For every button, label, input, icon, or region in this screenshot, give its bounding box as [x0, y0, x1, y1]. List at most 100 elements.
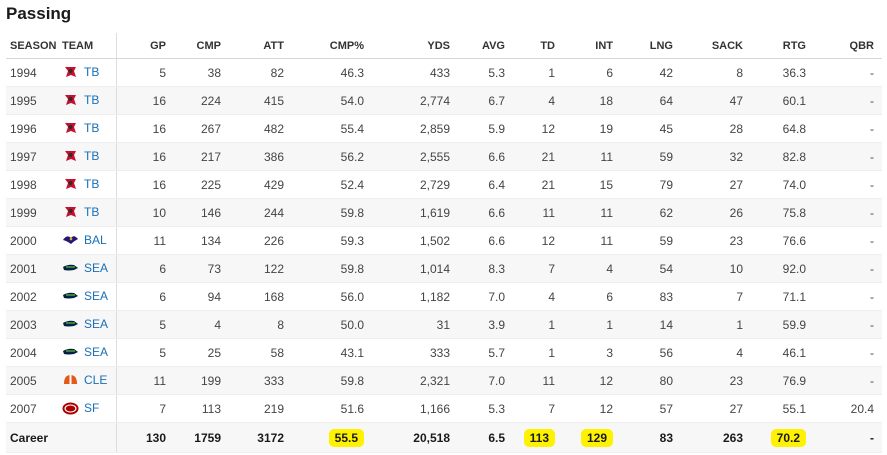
td-cell: 1: [513, 310, 563, 339]
yds-cell: 433: [372, 58, 458, 87]
team-link[interactable]: BAL: [84, 232, 107, 247]
career-qbr: -: [814, 422, 882, 453]
table-row: 1999 TB 10 146 244 59.8 1,619 6.6 11 11 62 26 75.8-: [6, 198, 882, 227]
team-cell[interactable]: SEA: [58, 338, 117, 367]
col-header-int[interactable]: INT: [563, 33, 621, 59]
sack-cell: 10: [681, 254, 751, 283]
team-link[interactable]: CLE: [84, 372, 108, 387]
team-link[interactable]: TB: [84, 92, 100, 107]
int-cell: 11: [563, 198, 621, 227]
team-cell[interactable]: TB: [58, 198, 117, 227]
qbr-cell: -: [814, 310, 882, 339]
td-cell: 11: [513, 198, 563, 227]
sack-cell: 26: [681, 198, 751, 227]
td-cell: 21: [513, 170, 563, 199]
att-cell: 482: [229, 114, 292, 143]
qbr-cell: -: [814, 338, 882, 367]
td-cell: 7: [513, 394, 563, 423]
lng-cell: 62: [621, 198, 681, 227]
table-row: 1997 TB 16 217 386 56.2 2,555 6.6 21 11 59 32 82.8-: [6, 142, 882, 171]
ravens-logo-icon: [62, 233, 79, 248]
col-header-qbr[interactable]: QBR: [814, 33, 882, 59]
avg-cell: 3.9: [458, 310, 513, 339]
gp-cell: 5: [116, 58, 174, 87]
team-link[interactable]: TB: [84, 120, 100, 135]
team-cell[interactable]: CLE: [58, 366, 117, 395]
season-cell: 2004: [6, 338, 58, 367]
team-cell[interactable]: TB: [58, 58, 117, 87]
buccaneers-logo-icon: [62, 149, 79, 164]
int-cell: 4: [563, 254, 621, 283]
team-cell[interactable]: TB: [58, 86, 117, 115]
sack-cell: 27: [681, 170, 751, 199]
int-cell: 6: [563, 282, 621, 311]
season-cell: 1999: [6, 198, 58, 227]
team-link[interactable]: TB: [84, 64, 100, 79]
team-cell[interactable]: SEA: [58, 282, 117, 311]
rtg-cell: 76.6: [751, 226, 814, 255]
career-avg: 6.5: [458, 422, 513, 453]
sack-cell: 8: [681, 58, 751, 87]
team-link[interactable]: SF: [84, 400, 100, 415]
avg-cell: 5.3: [458, 58, 513, 87]
col-header-gp[interactable]: GP: [116, 33, 174, 59]
team-link[interactable]: SEA: [84, 344, 109, 359]
team-cell[interactable]: BAL: [58, 226, 117, 255]
rtg-cell: 92.0: [751, 254, 814, 283]
sack-cell: 28: [681, 114, 751, 143]
team-cell[interactable]: TB: [58, 114, 117, 143]
season-cell: 1994: [6, 58, 58, 87]
team-cell[interactable]: SF: [58, 394, 117, 423]
team-link[interactable]: TB: [84, 176, 100, 191]
col-header-team[interactable]: TEAM: [58, 33, 117, 59]
td-cell: 7: [513, 254, 563, 283]
cmp-pct-cell: 59.3: [292, 226, 372, 255]
col-header-cmp-pct[interactable]: CMP%: [292, 33, 372, 59]
col-header-rtg[interactable]: RTG: [751, 33, 814, 59]
cmp-pct-cell: 51.6: [292, 394, 372, 423]
rtg-cell: 59.9: [751, 310, 814, 339]
int-cell: 1: [563, 310, 621, 339]
gp-cell: 11: [116, 226, 174, 255]
col-header-sack[interactable]: SACK: [681, 33, 751, 59]
col-header-td[interactable]: TD: [513, 33, 563, 59]
table-row: 1994 TB 5 38 82 46.3 433 5.3 1 6 42 8 36.3-: [6, 58, 882, 87]
qbr-cell: -: [814, 170, 882, 199]
rtg-cell: 75.8: [751, 198, 814, 227]
team-cell[interactable]: TB: [58, 142, 117, 171]
int-cell: 6: [563, 58, 621, 87]
col-header-att[interactable]: ATT: [229, 33, 292, 59]
team-link[interactable]: SEA: [84, 316, 109, 331]
rtg-cell: 82.8: [751, 142, 814, 171]
avg-cell: 5.7: [458, 338, 513, 367]
yds-cell: 1,014: [372, 254, 458, 283]
season-cell: 2003: [6, 310, 58, 339]
team-cell[interactable]: SEA: [58, 254, 117, 283]
team-cell[interactable]: TB: [58, 170, 117, 199]
avg-cell: 6.6: [458, 198, 513, 227]
rtg-cell: 74.0: [751, 170, 814, 199]
att-cell: 82: [229, 58, 292, 87]
team-link[interactable]: SEA: [84, 260, 109, 275]
col-header-season[interactable]: SEASON: [6, 33, 58, 59]
49ers-logo-icon: [62, 401, 79, 416]
career-int: 129: [580, 428, 613, 447]
col-header-cmp[interactable]: CMP: [174, 33, 229, 59]
lng-cell: 59: [621, 142, 681, 171]
team-link[interactable]: TB: [84, 148, 100, 163]
cmp-pct-cell: 50.0: [292, 310, 372, 339]
att-cell: 244: [229, 198, 292, 227]
col-header-avg[interactable]: AVG: [458, 33, 513, 59]
col-header-yds[interactable]: YDS: [372, 33, 458, 59]
team-link[interactable]: SEA: [84, 288, 109, 303]
buccaneers-logo-icon: [62, 65, 79, 80]
season-cell: 2007: [6, 394, 58, 423]
yds-cell: 1,166: [372, 394, 458, 423]
cmp-pct-cell: 55.4: [292, 114, 372, 143]
int-cell: 3: [563, 338, 621, 367]
col-header-lng[interactable]: LNG: [621, 33, 681, 59]
cmp-pct-cell: 59.8: [292, 198, 372, 227]
team-link[interactable]: TB: [84, 204, 100, 219]
sack-cell: 1: [681, 310, 751, 339]
team-cell[interactable]: SEA: [58, 310, 117, 339]
